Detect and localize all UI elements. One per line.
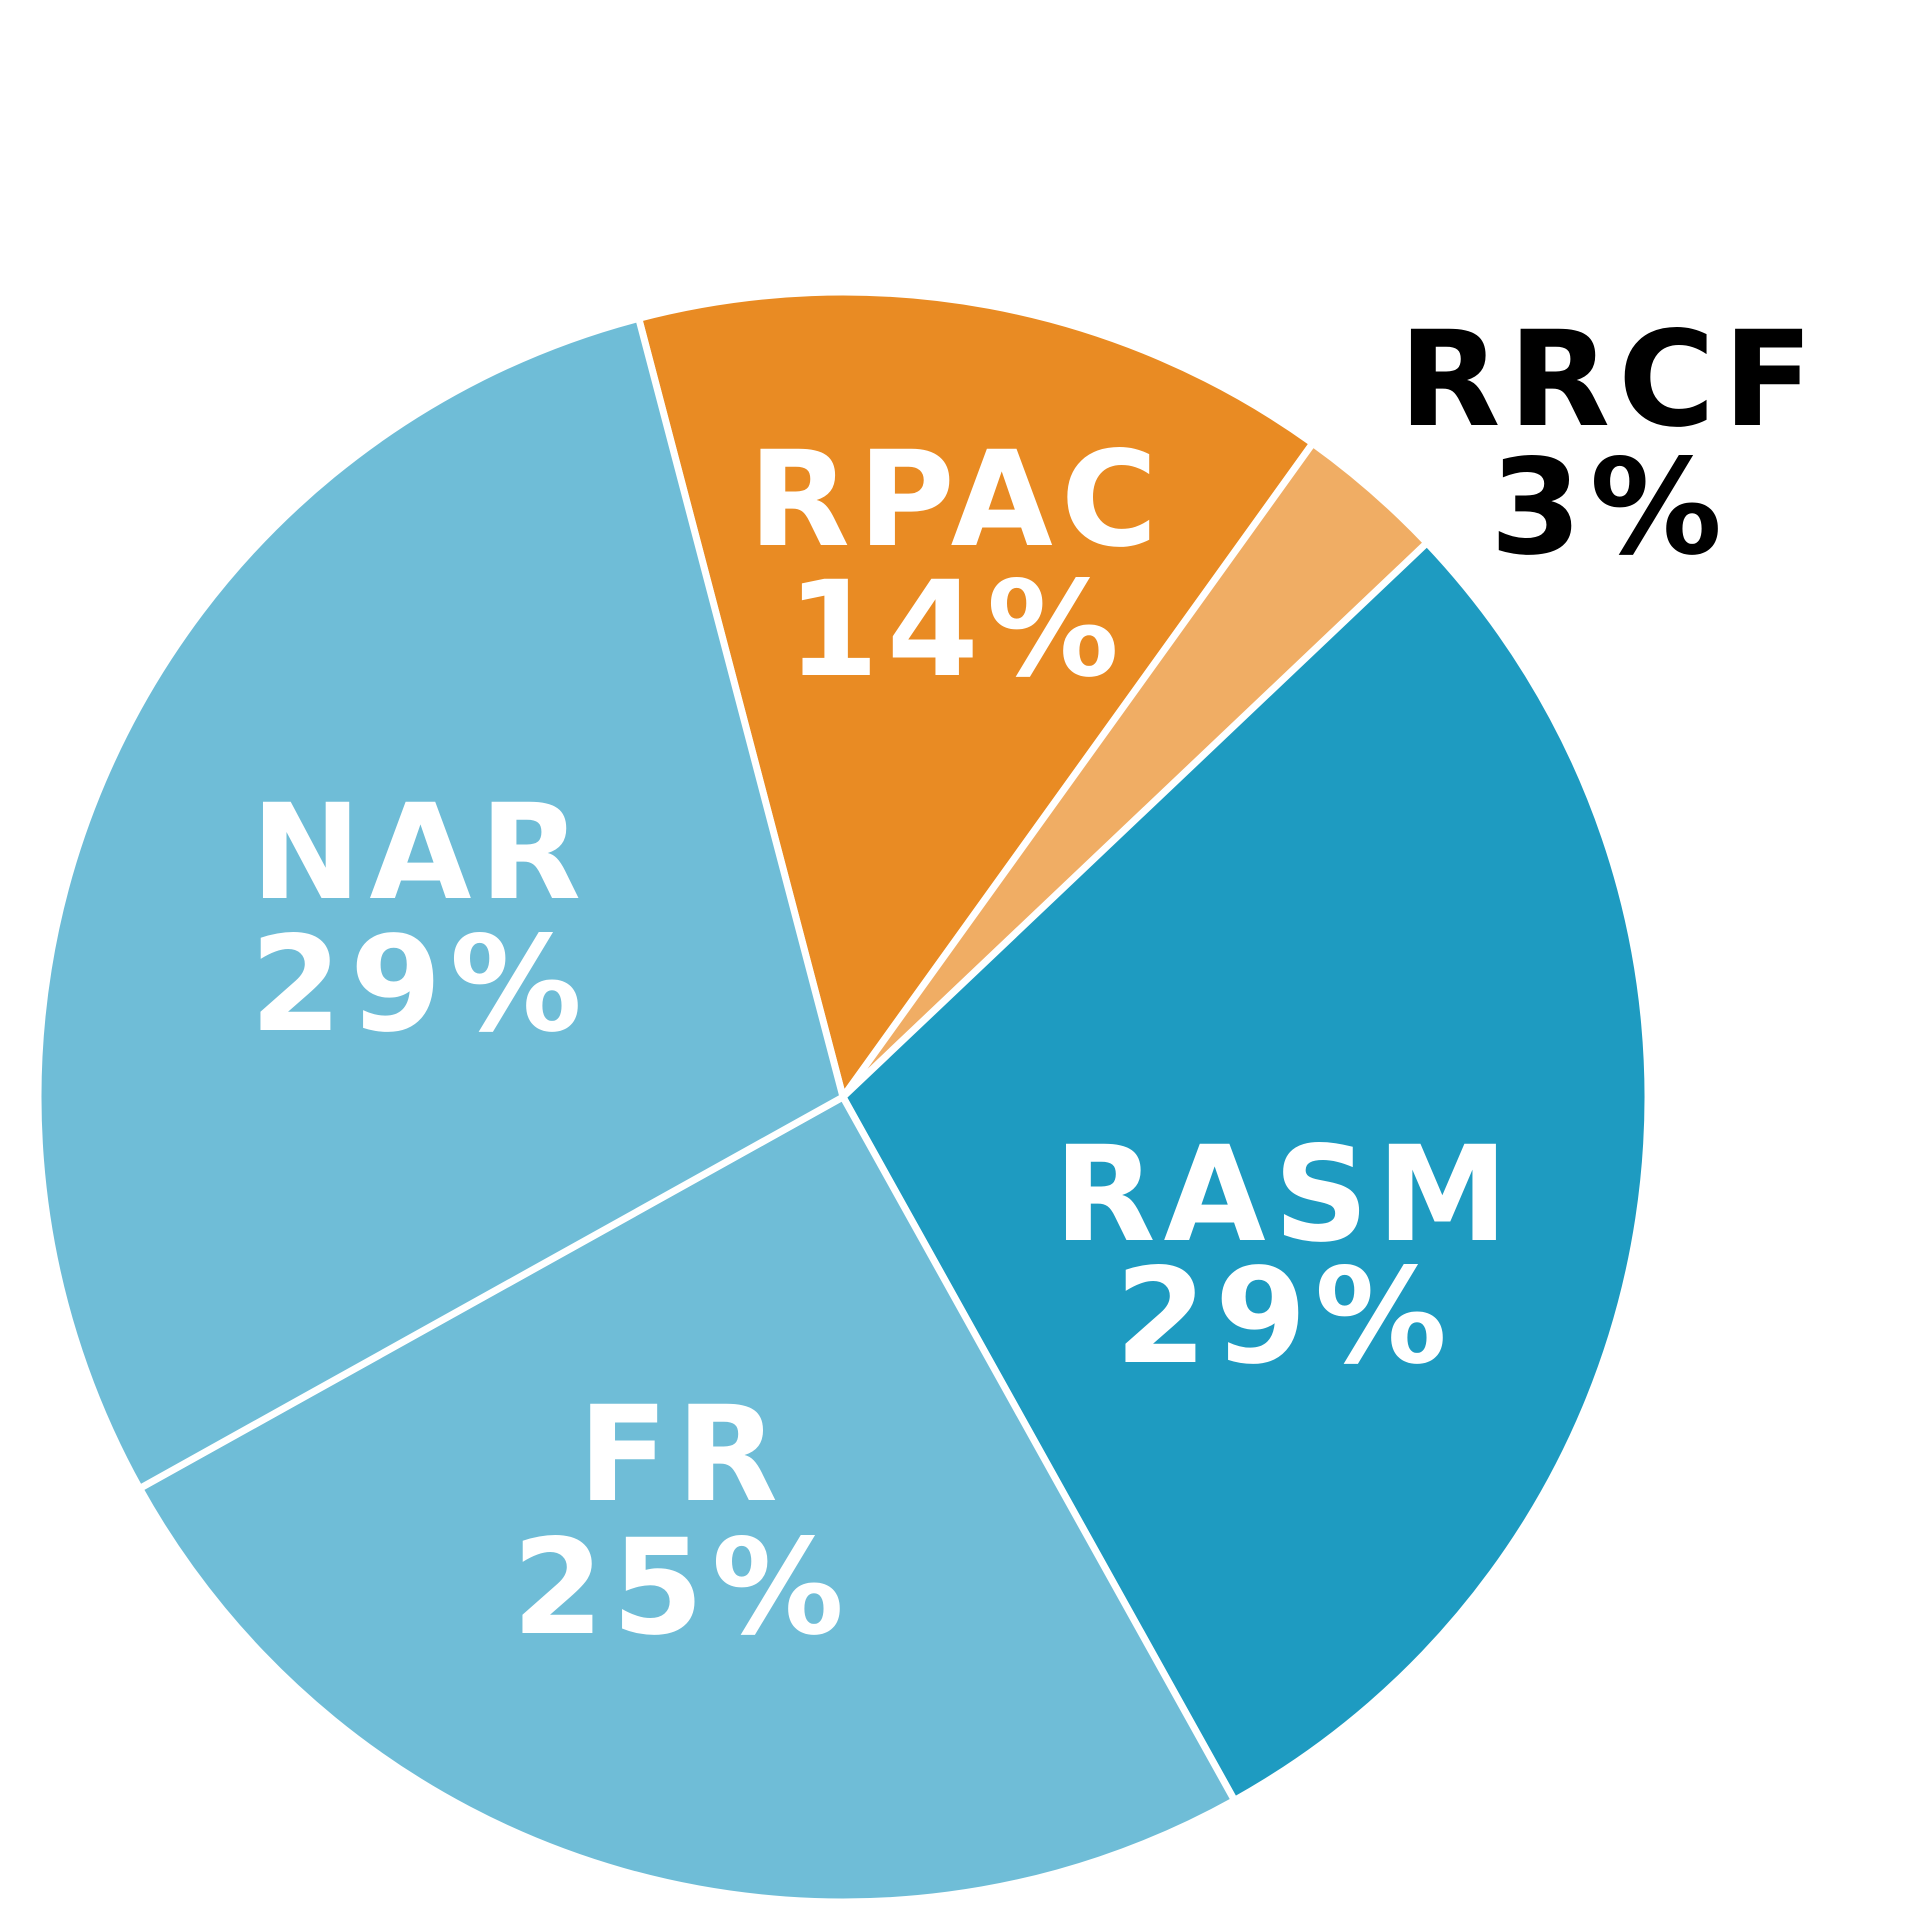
pie-slice-fr — [134, 1092, 1240, 1906]
pie-slice-rpac — [634, 288, 1318, 1106]
slice-percent-rpac: 14% — [787, 553, 1127, 707]
slice-percent-nar: 29% — [250, 908, 590, 1062]
pie-slices — [34, 288, 1652, 1906]
slice-percent-fr: 25% — [512, 1511, 852, 1665]
slice-label-rasm: RASM — [1054, 1118, 1516, 1272]
slice-percent-rrcf: 3% — [1490, 431, 1730, 585]
slice-label-rpac: RPAC — [748, 423, 1165, 577]
pie-slice-rasm — [838, 537, 1652, 1806]
slice-label-nar: NAR — [251, 776, 589, 930]
slice-label-rrcf: RRCF — [1399, 303, 1821, 457]
slice-percent-rasm: 29% — [1115, 1240, 1455, 1394]
pie-slice-nar — [34, 314, 848, 1494]
slice-label-fr: FR — [578, 1378, 786, 1532]
